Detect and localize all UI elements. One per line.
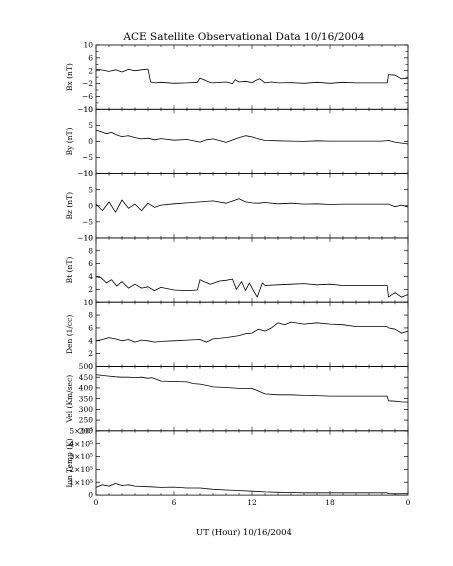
x-tick-label: 0 (406, 498, 411, 507)
y-tick-label: 0 (88, 137, 93, 146)
panel-6-series-line (95, 374, 409, 403)
y-tick-label: 5×10⁵ (69, 426, 93, 435)
panel-5-series-line (95, 321, 409, 343)
y-tick-label: 6 (88, 324, 93, 333)
panel-3-frame (95, 173, 409, 239)
y-tick-label: 1×10⁵ (69, 478, 93, 487)
y-tick-label: 4 (88, 336, 93, 345)
y-tick-label: 10 (83, 169, 93, 178)
panel-4-series-line (95, 276, 409, 298)
y-tick-label: −6 (82, 92, 93, 101)
panel-5-frame (95, 301, 409, 367)
y-tick-label: 8 (88, 246, 93, 255)
y-tick-label: −10 (77, 234, 93, 243)
panel-4-ylabel: Bt (nT) (65, 257, 74, 284)
y-tick-label: 250 (79, 416, 94, 425)
x-tick-label: 0 (94, 498, 99, 507)
panel-6-frame (95, 366, 409, 432)
panel-6-ylabel: Vel (Km/sec) (65, 375, 74, 424)
y-tick-label: −5 (82, 153, 93, 162)
y-tick-label: 2 (88, 66, 93, 75)
y-tick-label: −2 (82, 79, 93, 88)
y-tick-label: 2×10⁵ (69, 465, 93, 474)
panel-3-series-line (95, 198, 409, 213)
y-tick-label: 450 (79, 373, 94, 382)
panel-4-frame (95, 237, 409, 303)
y-tick-label: 6 (88, 53, 93, 62)
panel-5-ylabel: Den (1/cc) (65, 315, 74, 354)
y-tick-label: 6 (88, 259, 93, 268)
panel-1-series-line (95, 68, 409, 84)
y-tick-label: 10 (83, 234, 93, 243)
y-tick-label: 2 (88, 285, 93, 294)
y-tick-label: 0 (88, 201, 93, 210)
panels-group: 10 6 2 −2 −6 −10 Bx (nT) 10 5 0 −5 −10 By (nT) 10 5 0 −5… (65, 41, 411, 508)
y-tick-label: −10 (77, 105, 93, 114)
y-tick-label: −5 (82, 217, 93, 226)
x-tick-label: 12 (247, 498, 257, 507)
y-tick-label: 500 (79, 362, 94, 371)
panel-7-series-line (95, 483, 409, 495)
y-tick-label: 0 (88, 362, 93, 371)
panel-7-ylabel: Ion Temp (K) (65, 438, 74, 487)
y-tick-label: 0 (88, 491, 93, 500)
y-tick-label: 10 (83, 298, 93, 307)
y-tick-label: 350 (79, 394, 94, 403)
panel-3-ylabel: Bz (nT) (65, 192, 74, 220)
y-tick-label: 4×10⁵ (69, 439, 93, 448)
y-tick-label: 5 (88, 121, 93, 130)
y-tick-label: 300 (79, 405, 94, 414)
y-tick-label: 200 (79, 426, 94, 435)
y-tick-label: 3×10⁵ (69, 452, 93, 461)
panel-7-frame (95, 430, 409, 496)
y-tick-label: 8 (88, 311, 93, 320)
x-axis-label: UT (Hour) 10/16/2004 (196, 527, 292, 538)
panel-1-frame (95, 44, 409, 110)
y-tick-label: 10 (83, 105, 93, 114)
y-tick-label: 4 (88, 272, 93, 281)
x-tick-label: 6 (172, 498, 177, 507)
panel-1-ylabel: Bx (nT) (65, 63, 74, 91)
y-tick-label: −10 (77, 169, 93, 178)
y-tick-label: 0 (88, 298, 93, 307)
y-tick-label: 5 (88, 185, 93, 194)
figure-title: ACE Satellite Observational Data 10/16/2… (122, 31, 364, 43)
panel-2-ylabel: By (nT) (65, 127, 74, 155)
y-tick-label: 10 (83, 41, 93, 50)
x-tick-label: 18 (325, 498, 335, 507)
panel-2-series-line (95, 129, 409, 145)
y-tick-label: 2 (88, 349, 93, 358)
y-tick-label: 400 (79, 384, 94, 393)
